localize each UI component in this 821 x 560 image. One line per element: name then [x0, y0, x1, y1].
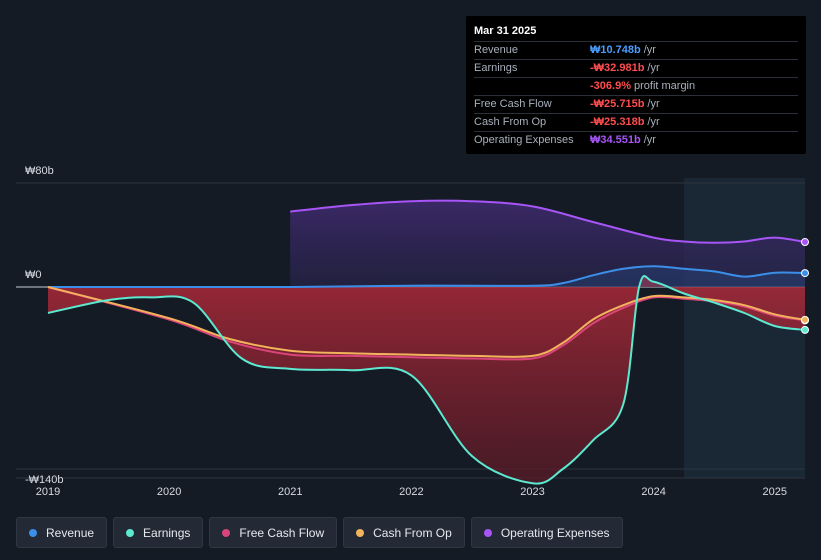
tooltip-row-value: -₩32.981b: [590, 62, 645, 74]
legend-item-free-cash-flow[interactable]: Free Cash Flow: [209, 517, 338, 548]
series-endpoint-revenue: [801, 269, 809, 278]
tooltip-row-label: Cash From Op: [474, 116, 547, 128]
earnings-area: [48, 276, 805, 484]
series-line-revenue: [48, 265, 806, 289]
x-tick-label: 2025: [762, 486, 786, 498]
series-endpoint-cash-from-op: [801, 315, 809, 324]
series-line-cash-from-op: [47, 286, 806, 358]
tooltip-row: Operating Expenses ₩34.551b/yr: [474, 131, 798, 149]
legend-label: Free Cash Flow: [239, 525, 325, 540]
y-tick-label: -₩140b: [25, 474, 64, 486]
tooltip-row-value: ₩34.551b: [590, 134, 641, 146]
series-lines: [47, 199, 806, 485]
tooltip-row: Earnings -₩32.981b/yr: [474, 59, 798, 77]
tooltip-row-value: -306.9%: [590, 80, 631, 92]
series-line-free-cash-flow: [47, 286, 806, 361]
tooltip-row-unit: /yr: [647, 116, 660, 128]
x-tick-label: 2022: [399, 486, 423, 498]
legend-dot-icon: [356, 528, 365, 537]
y-tick-label: ₩80b: [25, 165, 54, 177]
tooltip-row-label: Revenue: [474, 44, 519, 56]
y-tick-label: ₩0: [25, 269, 42, 281]
tooltip-row-label: Earnings: [474, 62, 518, 74]
tooltip-row-unit: profit margin: [633, 80, 696, 92]
tooltip-row-label: Operating Expenses: [474, 134, 574, 146]
x-tick-label: 2023: [520, 486, 544, 498]
series-endpoint-operating-expenses: [801, 238, 809, 247]
legend-label: Earnings: [143, 525, 191, 540]
legend-label: Operating Expenses: [500, 525, 610, 540]
legend-dot-icon: [222, 528, 231, 537]
tooltip-row: Revenue ₩10.748b/yr: [474, 41, 798, 59]
legend-dot-icon: [29, 528, 37, 537]
series-endpoint-earnings: [801, 325, 809, 334]
tooltip-row: Cash From Op -₩25.318b/yr: [474, 113, 798, 131]
tooltip-row-value: -₩25.318b: [590, 116, 645, 128]
tooltip-date: Mar 31 2025: [474, 25, 537, 37]
tooltip-row-label: Free Cash Flow: [474, 98, 552, 110]
tooltip-rows: Revenue ₩10.748b/yr Earnings -₩32.981b/yr -3…: [474, 41, 798, 149]
tooltip: Mar 31 2025 Revenue ₩10.748b/yr Earnings -₩…: [466, 16, 806, 154]
legend-label: Revenue: [46, 525, 95, 540]
tooltip-row-value: -₩25.715b: [590, 98, 645, 110]
x-tick-label: 2024: [641, 486, 665, 498]
tooltip-row-unit: /yr: [647, 62, 660, 74]
opex-area: [290, 200, 805, 287]
x-axis-labels: 2019 2020 2021 2022 2023 2024 2025: [36, 486, 787, 498]
legend-item-operating-expenses[interactable]: Operating Expenses: [470, 517, 623, 548]
legend-dot-icon: [483, 528, 492, 537]
y-axis-labels: ₩80b ₩0 -₩140b: [25, 165, 64, 486]
revenue-area: [48, 266, 805, 288]
x-tick-label: 2019: [36, 486, 60, 498]
legend-item-revenue[interactable]: Revenue: [16, 517, 108, 548]
series-line-earnings: [47, 275, 806, 485]
x-tick-label: 2020: [157, 486, 181, 498]
tooltip-row-unit: /yr: [647, 98, 660, 110]
legend-item-earnings[interactable]: Earnings: [113, 517, 204, 548]
series-endpoints: [801, 238, 809, 334]
legend-label: Cash From Op: [373, 525, 452, 540]
tooltip-row-value: ₩10.748b: [590, 44, 641, 56]
series-line-operating-expenses: [290, 199, 806, 244]
legend: Revenue Earnings Free Cash Flow Cash From O…: [16, 517, 623, 548]
legend-dot-icon: [126, 528, 135, 537]
series-areas: [48, 200, 805, 484]
tooltip-row-label: [474, 78, 590, 95]
x-tick-label: 2021: [278, 486, 302, 498]
tooltip-row-unit: /yr: [643, 44, 656, 56]
tooltip-row: -306.9% profit margin: [474, 77, 798, 95]
legend-item-cash-from-op[interactable]: Cash From Op: [343, 517, 465, 548]
tooltip-row-unit: /yr: [643, 134, 656, 146]
tooltip-row: Free Cash Flow -₩25.715b/yr: [474, 95, 798, 113]
